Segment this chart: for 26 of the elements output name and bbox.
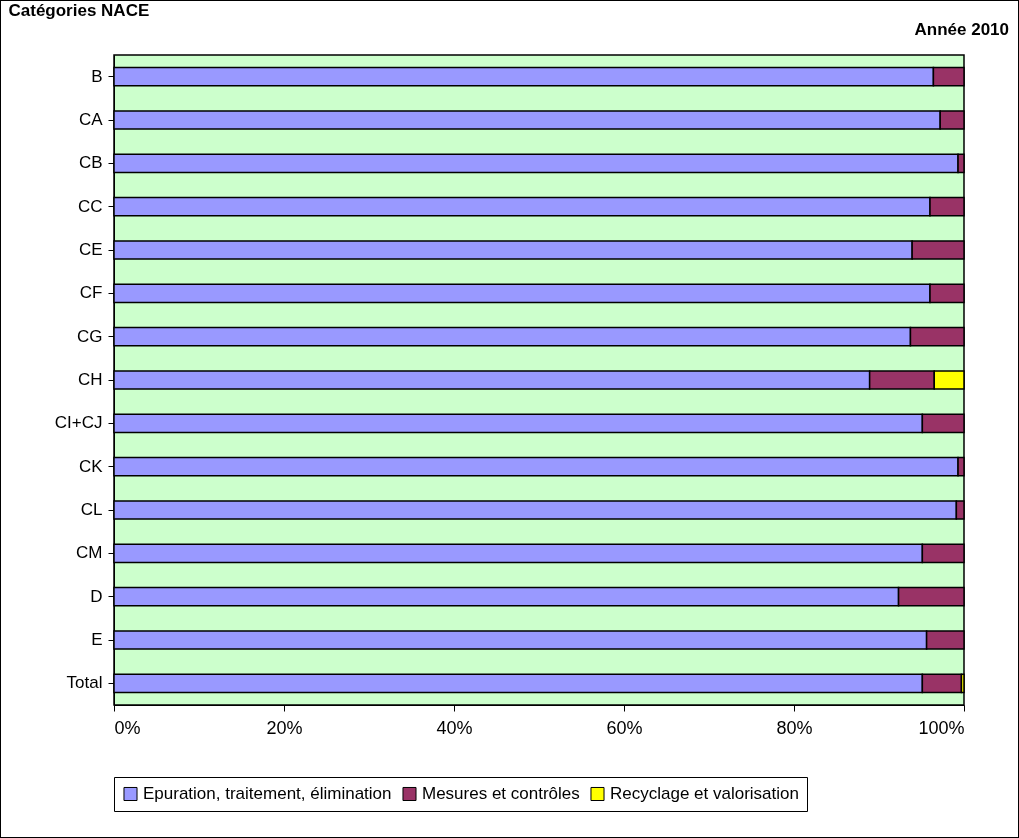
chart-title: Année 2010 [914,20,1009,40]
y-tick-label: CM [76,543,103,563]
y-tick-label: CE [78,240,103,259]
legend-label: Epuration, traitement, élimination [143,783,392,803]
x-tick-label: 80% [776,717,813,738]
x-tick-label: 20% [266,717,303,738]
x-tick-label: 60% [606,717,643,738]
legend-label: Mesures et contrôles [422,783,580,803]
y-tick-label: E [91,630,103,649]
x-tick-label: 100% [918,717,965,738]
x-tick-label: 0% [114,717,141,738]
y-tick-label: CF [79,283,103,303]
y-tick-label: CI+CJ [54,413,103,433]
y-tick-label: CK [78,456,104,476]
y-tick-label: Total [66,673,103,693]
y-tick-label: CC [77,196,103,216]
y-tick-label: CB [78,153,103,173]
y-tick-label: CG [77,326,103,346]
y-axis-title: Catégories NACE [8,0,150,20]
y-tick-label: B [91,66,103,86]
y-tick-label: CL [80,500,103,519]
y-tick-label: CH [77,370,103,389]
y-tick-label: D [90,586,103,606]
legend-label: Recyclage et valorisation [610,783,799,803]
y-tick-label: CA [78,110,104,129]
x-tick-label: 40% [436,717,473,738]
